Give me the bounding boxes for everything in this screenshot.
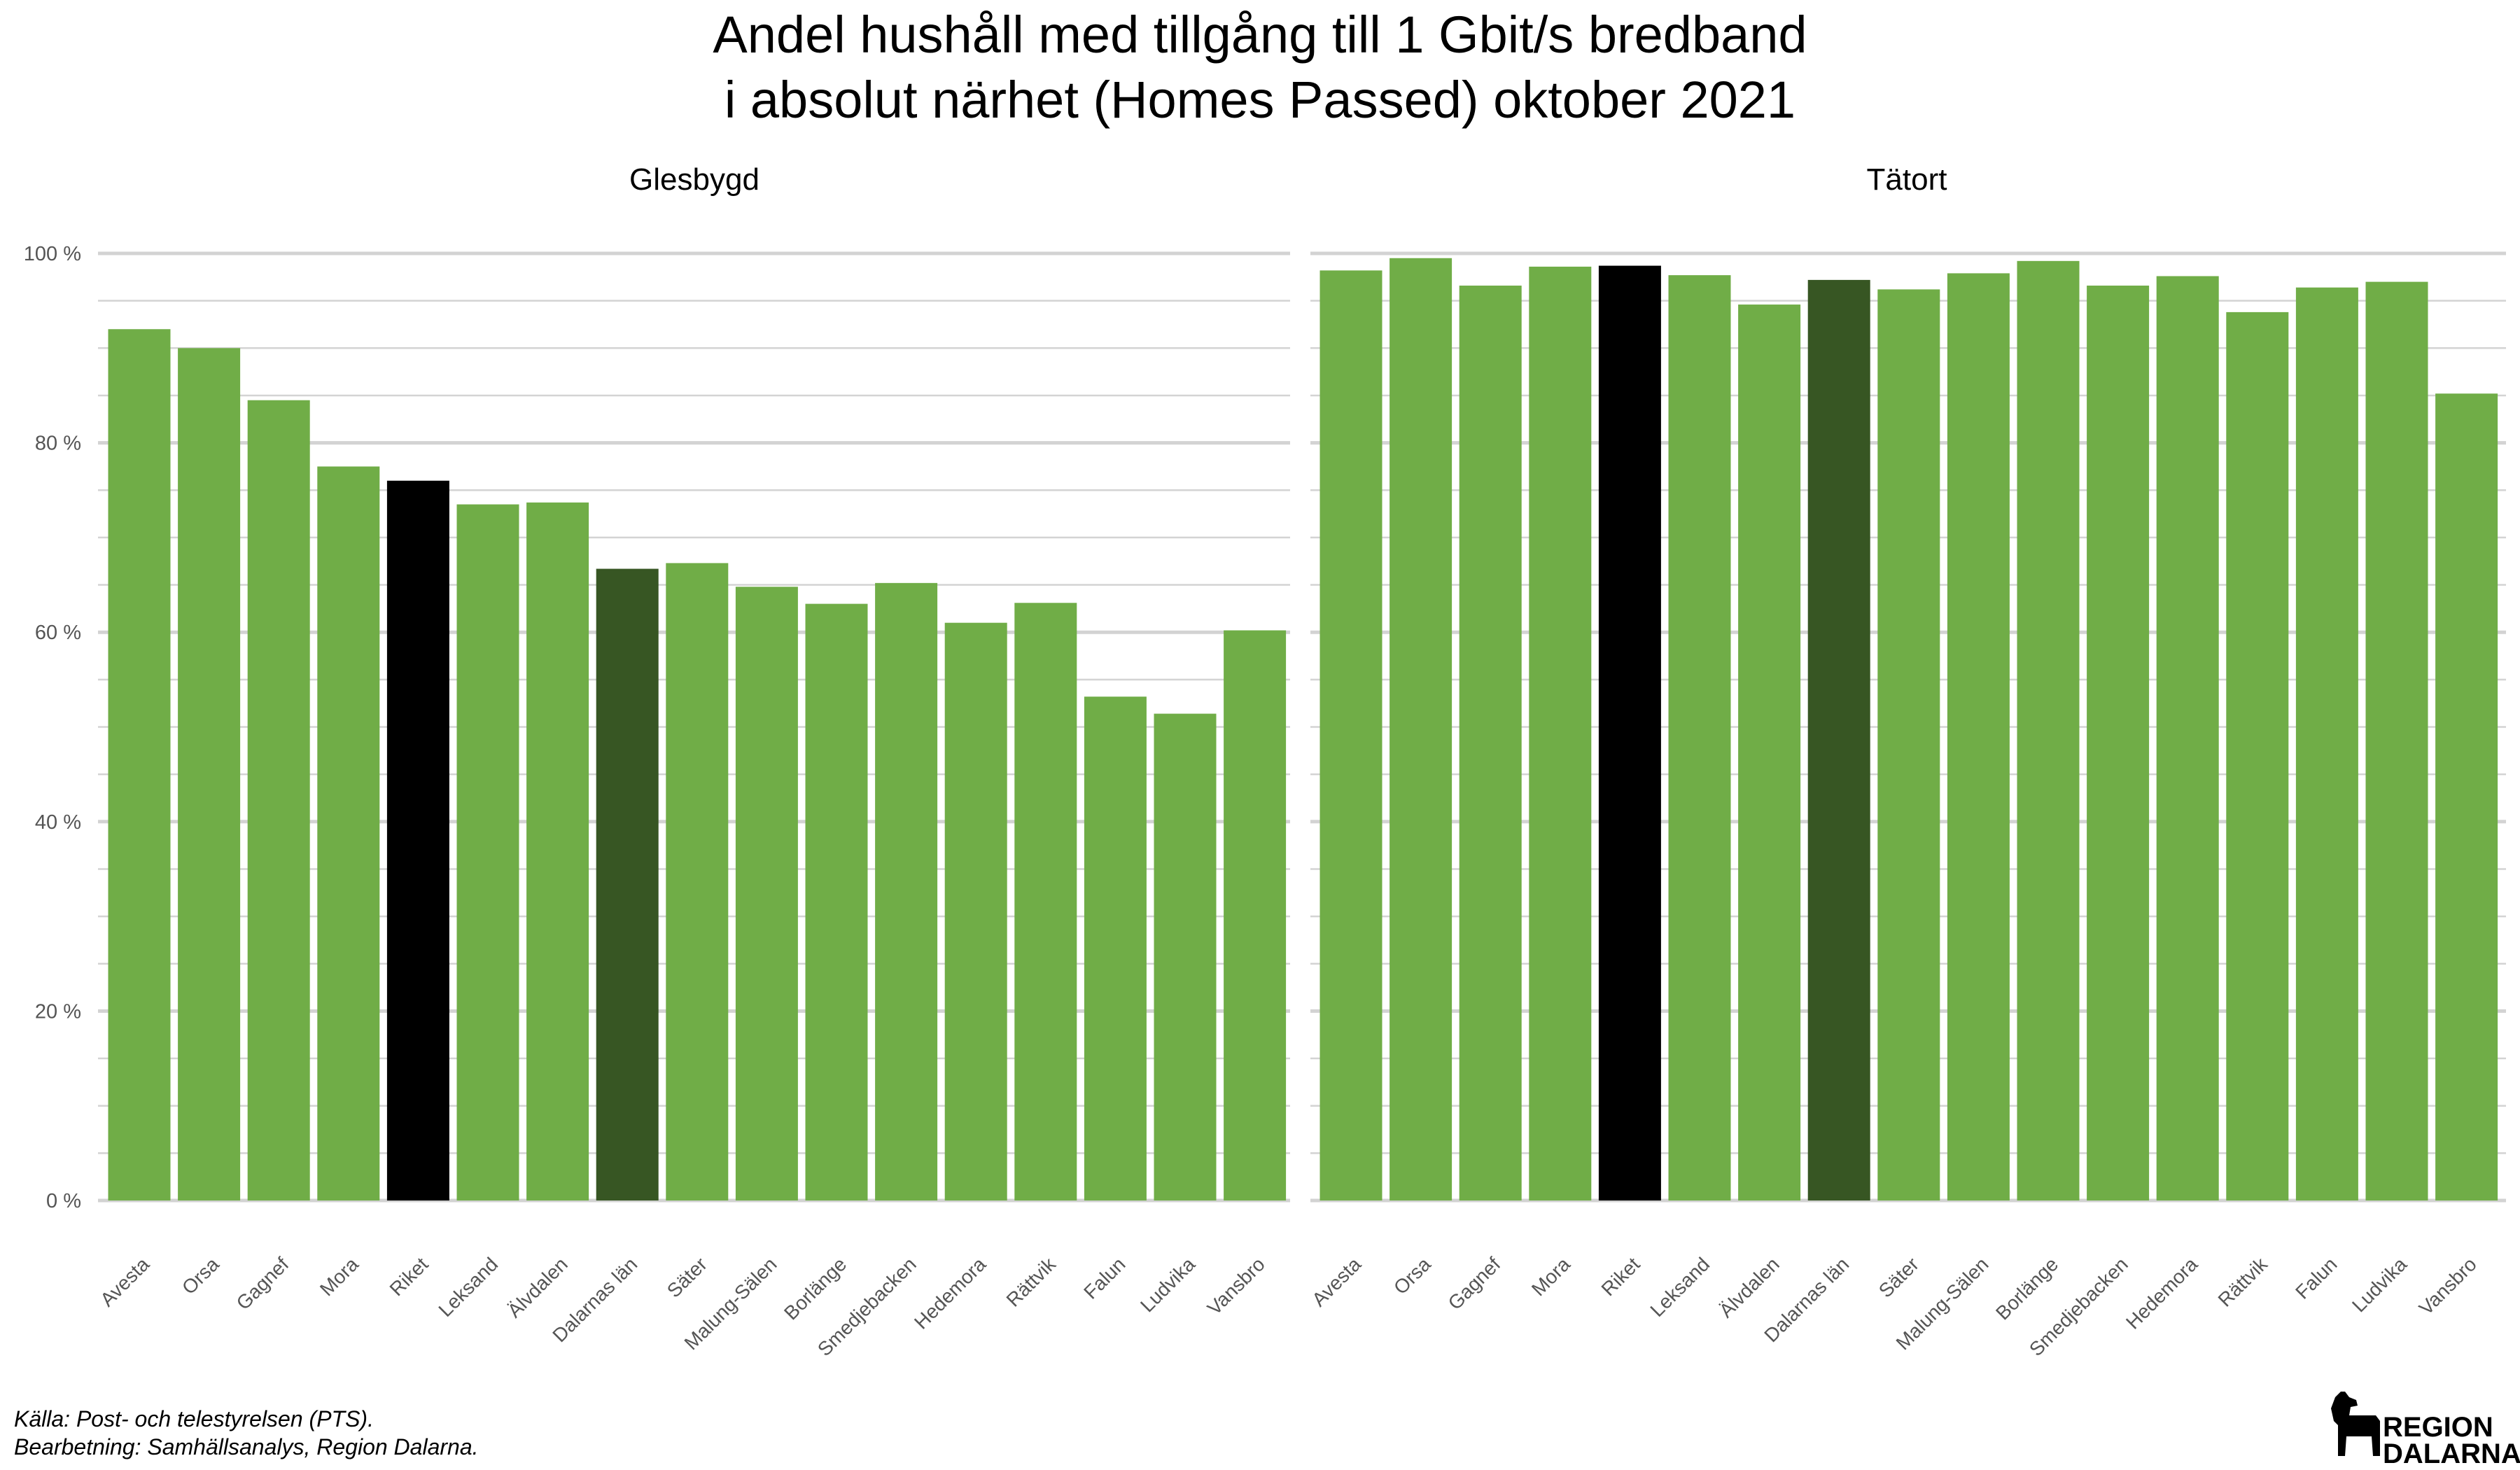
- x-tick-label: Leksand: [1646, 1253, 1714, 1321]
- bar-tätort-8: [1877, 289, 1940, 1200]
- x-tick-label: Hedemora: [2122, 1253, 2202, 1334]
- x-tick-label: Orsa: [178, 1253, 223, 1298]
- x-tick-label: Borlänge: [1991, 1253, 2062, 1324]
- x-tick-label: Orsa: [1390, 1253, 1435, 1298]
- x-tick-label: Avesta: [1308, 1253, 1365, 1310]
- chart-title-line2: i absolut närhet (Homes Passed) oktober …: [724, 71, 1795, 129]
- bar-glesbygd-11: [875, 582, 938, 1200]
- bar-tätort-6: [1738, 304, 1801, 1200]
- x-tick-label: Riket: [386, 1253, 433, 1300]
- x-tick-label: Falun: [2291, 1253, 2341, 1303]
- x-tick-label: Gagnef: [232, 1253, 293, 1314]
- x-tick-label: Mora: [316, 1253, 363, 1300]
- bar-tätort-2: [1459, 286, 1522, 1201]
- bar-tätort-15: [2365, 281, 2428, 1201]
- x-tick-label: Älvdalen: [503, 1253, 572, 1322]
- x-axis-ticks: Avesta Orsa Gagnef Mora Riket Leksand Älvdalen…: [96, 1253, 2481, 1361]
- bar-glesbygd-5: [456, 504, 519, 1200]
- y-tick-label: 60 %: [35, 622, 81, 644]
- x-tick-label: Rättvik: [1002, 1253, 1060, 1311]
- bar-glesbygd-16: [1224, 630, 1287, 1200]
- bar-tätort-11: [2087, 286, 2150, 1201]
- x-tick-label: Ludvika: [2348, 1253, 2411, 1316]
- bar-glesbygd-9: [735, 587, 798, 1200]
- y-tick-label: 0 %: [46, 1190, 81, 1212]
- bar-tätort-1: [1390, 258, 1452, 1200]
- logo-text-region: REGION: [2383, 1412, 2493, 1443]
- bar-glesbygd-14: [1084, 696, 1147, 1200]
- caption-source: Källa: Post- och telestyrelsen (PTS).: [14, 1406, 374, 1432]
- bar-tätort-14: [2295, 287, 2358, 1200]
- bar-tätort-10: [2017, 260, 2080, 1201]
- x-tick-label: Falun: [1079, 1253, 1129, 1303]
- region-dalarna-logo: REGION DALARNA: [2331, 1392, 2520, 1469]
- bar-glesbygd-6: [526, 502, 589, 1200]
- y-tick-label: 20 %: [35, 1000, 81, 1023]
- panel-title-glesbygd: Glesbygd: [629, 162, 760, 197]
- bar-glesbygd-1: [178, 348, 241, 1200]
- y-axis-ticks: 0 % 20 % 40 % 60 % 80 % 100 %: [24, 243, 81, 1212]
- bar-tätort-7: [1807, 279, 1870, 1200]
- bar-tätort-12: [2156, 276, 2219, 1201]
- bar-tätort-0: [1320, 270, 1382, 1200]
- caption-processing: Bearbetning: Samhällsanalys, Region Dala…: [14, 1434, 479, 1460]
- bar-glesbygd-8: [666, 563, 729, 1200]
- bar-tätort-4: [1598, 265, 1661, 1200]
- bars: [108, 258, 2498, 1201]
- x-tick-label: Gagnef: [1444, 1253, 1505, 1314]
- x-tick-label: Borlänge: [780, 1253, 850, 1324]
- bar-glesbygd-0: [108, 329, 171, 1200]
- bar-glesbygd-10: [805, 603, 868, 1200]
- bar-glesbygd-12: [944, 622, 1007, 1200]
- bar-glesbygd-15: [1154, 713, 1217, 1200]
- chart-title-line1: Andel hushåll med tillgång till 1 Gbit/s…: [713, 6, 1807, 64]
- x-tick-label: Riket: [1597, 1253, 1644, 1300]
- x-tick-label: Vansbro: [1203, 1253, 1269, 1319]
- x-tick-label: Rättvik: [2214, 1253, 2272, 1311]
- x-tick-label: Älvdalen: [1715, 1253, 1784, 1322]
- y-tick-label: 100 %: [24, 243, 81, 265]
- x-tick-label: Leksand: [434, 1253, 502, 1321]
- bar-tätort-16: [2435, 393, 2498, 1200]
- panel-title-tatort: Tätort: [1867, 162, 1947, 197]
- bar-tätort-3: [1529, 266, 1592, 1200]
- bar-glesbygd-13: [1014, 603, 1077, 1200]
- bar-glesbygd-2: [247, 400, 310, 1200]
- x-tick-label: Säter: [663, 1253, 711, 1301]
- bar-glesbygd-3: [317, 466, 380, 1200]
- x-tick-label: Hedemora: [910, 1253, 990, 1334]
- y-tick-label: 40 %: [35, 811, 81, 834]
- x-tick-label: Säter: [1875, 1253, 1923, 1301]
- logo-text-dalarna: DALARNA: [2383, 1438, 2520, 1469]
- dala-horse-icon: [2331, 1392, 2380, 1456]
- x-tick-label: Ludvika: [1136, 1253, 1199, 1316]
- x-tick-label: Mora: [1527, 1253, 1574, 1300]
- x-tick-label: Avesta: [96, 1253, 153, 1310]
- x-tick-label: Vansbro: [2415, 1253, 2481, 1319]
- bar-tätort-5: [1668, 275, 1731, 1200]
- bar-glesbygd-4: [386, 480, 449, 1200]
- bar-tätort-13: [2226, 312, 2289, 1200]
- y-tick-label: 80 %: [35, 433, 81, 455]
- bar-glesbygd-7: [596, 568, 659, 1200]
- bar-tätort-9: [1947, 273, 2010, 1201]
